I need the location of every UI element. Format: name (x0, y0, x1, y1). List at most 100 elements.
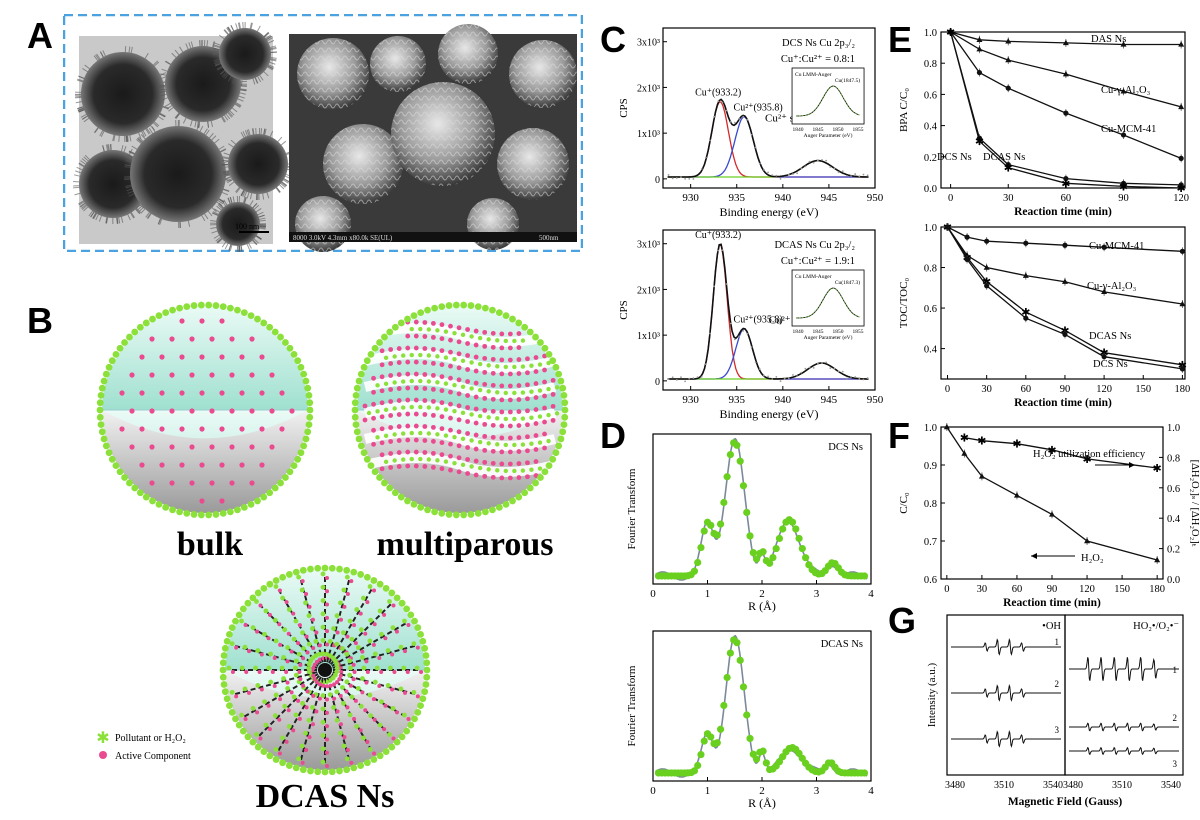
pollutant-dot (347, 658, 352, 663)
active-dot (380, 388, 385, 393)
active-dot (448, 454, 453, 459)
xps-raw-point (684, 380, 686, 382)
x-tick-label: 0 (945, 384, 950, 395)
active-dot (352, 623, 356, 627)
active-dot (308, 605, 312, 609)
pollutant-dot (348, 712, 353, 717)
active-dot (380, 452, 385, 457)
pollutant-dot (300, 630, 305, 635)
active-dot (397, 346, 402, 351)
pollutant-dot (417, 702, 424, 709)
active-dot (491, 409, 496, 414)
pollutant-dot (423, 659, 430, 666)
pollutant-dot (521, 338, 525, 342)
pollutant-dot (368, 713, 373, 718)
pollutant-dot (487, 363, 491, 367)
pollutant-dot (338, 600, 343, 605)
active-dot (482, 474, 487, 479)
active-dot (179, 390, 184, 395)
pollutant-dot (424, 307, 431, 314)
active-dot (304, 592, 308, 596)
dcas-ns-sphere (220, 565, 431, 776)
pollutant-dot (101, 378, 108, 385)
pollutant-dot (403, 728, 410, 735)
active-dot (365, 600, 369, 604)
active-dot (219, 318, 224, 323)
active-dot (296, 641, 300, 645)
pollutant-dot (392, 432, 396, 436)
pollutant-dot (411, 618, 418, 625)
xps-raw-point (746, 119, 748, 121)
xps-header: DCAS Ns Cu 2p₃/₂ (774, 240, 855, 251)
pollutant-dot (285, 686, 290, 691)
pollutant-dot (176, 305, 183, 312)
pollutant-dot (372, 468, 379, 475)
pollutant-dot (306, 421, 313, 428)
pollutant-dot (398, 320, 405, 327)
pollutant-dot (287, 345, 294, 352)
pollutant-dot (469, 386, 473, 390)
active-dot (448, 416, 453, 421)
legend-green-star-icon: ✱ (96, 730, 109, 747)
pollutant-dot (345, 575, 350, 580)
active-dot (373, 718, 377, 722)
active-dot (260, 687, 264, 691)
pollutant-dot (367, 639, 372, 644)
xps-raw-point (738, 118, 740, 120)
pollutant-dot (353, 392, 360, 399)
active-dot (405, 334, 410, 339)
dcas-ns-label: DCAS Ns (256, 778, 395, 815)
active-dot (534, 433, 539, 438)
pollutant-dot (321, 706, 326, 711)
active-dot (239, 462, 244, 467)
pollutant-dot (307, 407, 314, 414)
pollutant-dot (273, 577, 280, 584)
active-dot (278, 589, 282, 593)
active-dot (219, 462, 224, 467)
xps-raw-point (730, 121, 732, 123)
series-label: DCS Ns (1093, 359, 1128, 370)
pollutant-dot (546, 387, 550, 391)
xps-raw-point (780, 380, 782, 382)
active-dot (422, 320, 427, 325)
pollutant-dot (537, 474, 544, 481)
active-dot (189, 444, 194, 449)
active-dot (448, 350, 453, 355)
pollutant-dot (255, 590, 262, 597)
pollutant-dot (388, 666, 393, 671)
pollutant-dot (296, 575, 301, 580)
active-dot (129, 372, 134, 377)
pollutant-dot (97, 399, 104, 406)
pollutant-dot (435, 354, 439, 358)
pollutant-dot (410, 457, 414, 461)
active-dot (397, 464, 402, 469)
pollutant-dot (402, 713, 407, 718)
pollutant-dot (496, 504, 503, 511)
active-dot (255, 630, 259, 634)
pollutant-dot (117, 468, 124, 475)
active-dot (525, 422, 530, 427)
pollutant-dot (399, 645, 404, 650)
active-dot (388, 373, 393, 378)
active-dot (517, 423, 522, 428)
pollutant-dot (306, 414, 313, 421)
active-dot (534, 395, 539, 400)
active-dot (247, 691, 251, 695)
xps-raw-point (759, 368, 761, 370)
pollutant-dot (109, 357, 116, 364)
pollutant-dot (137, 489, 144, 496)
pollutant-dot (391, 706, 396, 711)
pollutant-dot (364, 456, 371, 463)
pollutant-dot (169, 506, 176, 513)
pollutant-dot (251, 706, 256, 711)
pollutant-dot (191, 511, 198, 518)
pollutant-dot (293, 666, 298, 671)
active-dot (465, 367, 470, 372)
pollutant-dot (103, 371, 110, 378)
pollutant-dot (401, 431, 405, 435)
pollutant-dot (504, 339, 508, 343)
pollutant-dot (343, 766, 350, 773)
